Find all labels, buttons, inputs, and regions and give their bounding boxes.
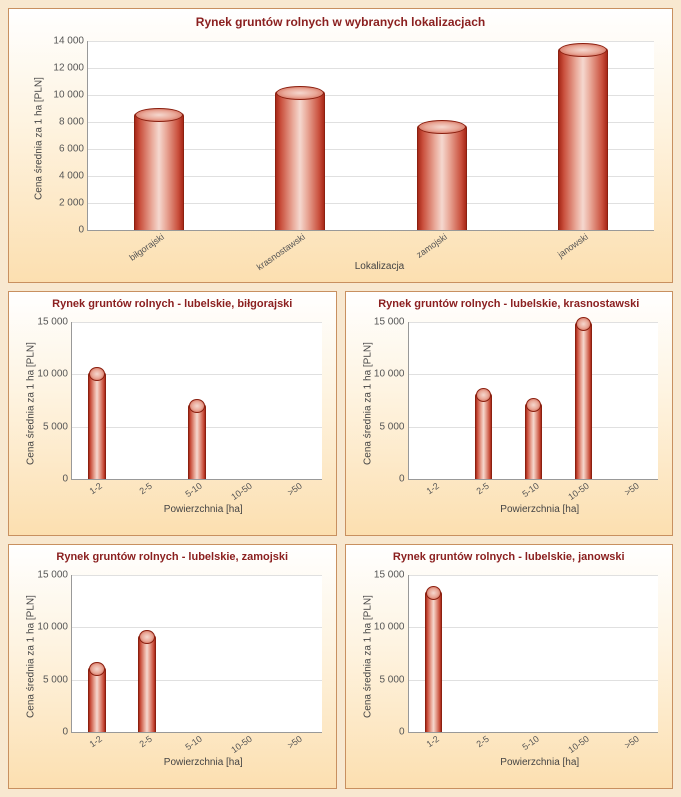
sub-3-ylabel: Cena średnia za 1 ha [PLN] [362,567,373,747]
main-plot-area: 02 0004 0006 0008 00010 00012 00014 000b… [87,41,654,231]
sub-plot-3: 05 00010 00015 0001-22-55-1010-50>50 [408,575,659,733]
sub-chart-3-panel: Rynek gruntów rolnych - lubelskie, janow… [345,544,674,789]
ytick-label: 0 [62,474,72,485]
sub-plot-2: 05 00010 00015 0001-22-55-1010-50>50 [71,575,322,733]
gridline [409,680,659,681]
ytick-label: 12 000 [53,63,88,74]
subchart-row-2: Rynek gruntów rolnych - lubelskie, zamoj… [4,540,677,793]
sub-chart-3-body: Cena średnia za 1 ha [PLN] 05 00010 0001… [346,567,673,735]
gridline [409,575,659,576]
gridline [409,627,659,628]
ytick-label: 5 000 [43,421,72,432]
bar [525,403,543,479]
sub-chart-0-title: Rynek gruntów rolnych - lubelskie, biłgo… [9,292,336,314]
ytick-label: 5 000 [379,674,408,685]
subchart-row-1: Rynek gruntów rolnych - lubelskie, biłgo… [4,287,677,540]
bar [475,393,493,479]
gridline [409,322,659,323]
sub-chart-3-title: Rynek gruntów rolnych - lubelskie, janow… [346,545,673,567]
ytick-label: 15 000 [37,570,72,581]
ytick-label: 0 [62,727,72,738]
gridline [72,680,322,681]
gridline [409,374,659,375]
bar [575,322,593,479]
bar [188,404,206,479]
ytick-label: 5 000 [379,421,408,432]
bar [88,667,106,732]
ytick-label: 6 000 [59,144,88,155]
gridline [72,627,322,628]
ytick-label: 4 000 [59,171,88,182]
ytick-label: 14 000 [53,36,88,47]
gridline [72,322,322,323]
ytick-label: 10 000 [37,622,72,633]
bar [417,125,467,230]
sub-chart-0-panel: Rynek gruntów rolnych - lubelskie, biłgo… [8,291,337,536]
sub-chart-1-title: Rynek gruntów rolnych - lubelskie, krasn… [346,292,673,314]
bar [425,591,443,732]
bar [558,48,608,230]
bar [134,113,184,230]
ytick-label: 2 000 [59,198,88,209]
bar [88,372,106,479]
ytick-label: 10 000 [53,90,88,101]
sub-chart-2-body: Cena średnia za 1 ha [PLN] 05 00010 0001… [9,567,336,735]
gridline [88,41,654,42]
sub-1-ylabel: Cena średnia za 1 ha [PLN] [362,314,373,494]
sub-plot-0: 05 00010 00015 0001-22-55-1010-50>50 [71,322,322,480]
main-chart-body: Cena średnia za 1 ha [PLN] 02 0004 0006 … [9,33,672,233]
ytick-label: 15 000 [374,317,409,328]
ytick-label: 10 000 [37,369,72,380]
ytick-label: 15 000 [37,317,72,328]
main-chart-panel: Rynek gruntów rolnych w wybranych lokali… [8,8,673,283]
bar [138,635,156,732]
sub-2-ylabel: Cena średnia za 1 ha [PLN] [26,567,37,747]
gridline [72,374,322,375]
bar [275,91,325,230]
sub-0-ylabel: Cena średnia za 1 ha [PLN] [26,314,37,494]
sub-plot-1: 05 00010 00015 0001-22-55-1010-50>50 [408,322,659,480]
ytick-label: 0 [399,474,409,485]
sub-chart-1-panel: Rynek gruntów rolnych - lubelskie, krasn… [345,291,674,536]
ytick-label: 5 000 [43,674,72,685]
ytick-label: 10 000 [374,622,409,633]
sub-chart-1-body: Cena średnia za 1 ha [PLN] 05 00010 0001… [346,314,673,482]
ytick-label: 15 000 [374,570,409,581]
main-ylabel: Cena średnia za 1 ha [PLN] [34,39,45,239]
sub-chart-2-panel: Rynek gruntów rolnych - lubelskie, zamoj… [8,544,337,789]
sub-chart-0-body: Cena średnia za 1 ha [PLN] 05 00010 0001… [9,314,336,482]
ytick-label: 8 000 [59,117,88,128]
ytick-label: 10 000 [374,369,409,380]
gridline [72,575,322,576]
ytick-label: 0 [78,225,88,236]
ytick-label: 0 [399,727,409,738]
main-chart-title: Rynek gruntów rolnych w wybranych lokali… [9,9,672,33]
sub-chart-2-title: Rynek gruntów rolnych - lubelskie, zamoj… [9,545,336,567]
